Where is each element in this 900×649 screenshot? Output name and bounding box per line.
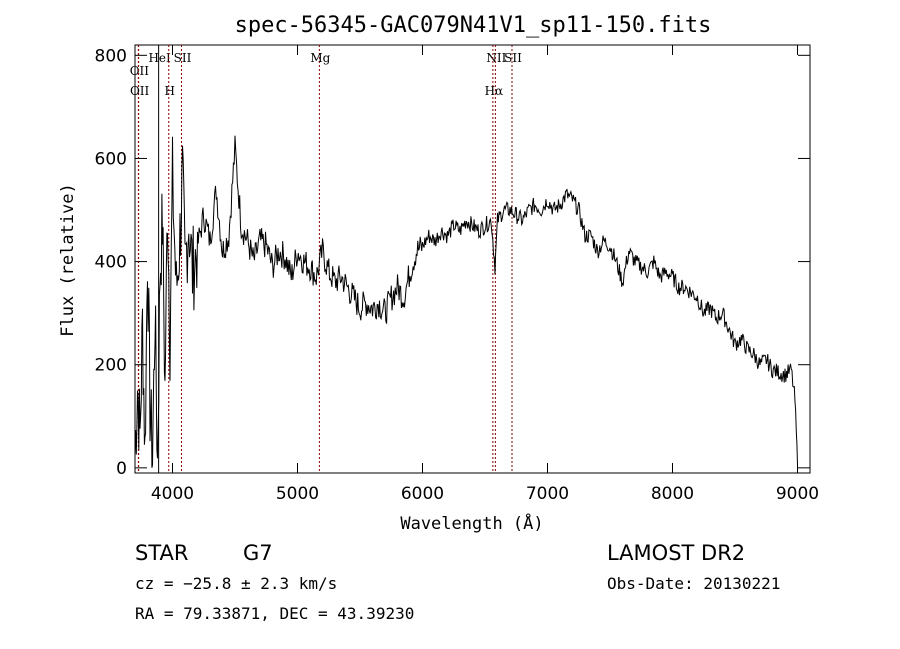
spectral-line-label: H [165, 84, 175, 98]
spectral-line-label: Hα [485, 84, 504, 98]
x-tick-label: 8000 [651, 484, 694, 504]
y-tick-label: 200 [95, 356, 127, 376]
observation-date: Obs-Date: 20130221 [607, 574, 780, 593]
x-axis-ticks: 4000 5000 6000 7000 8000 9000 [151, 45, 819, 504]
y-tick-label: 800 [95, 46, 127, 66]
object-subclass: G7 [243, 541, 273, 565]
spectral-line-label: OII [130, 84, 150, 98]
x-tick-label: 4000 [151, 484, 194, 504]
ra-dec-coordinates: RA = 79.33871, DEC = 43.39230 [135, 604, 414, 623]
flux-series-line [134, 135, 798, 468]
x-tick-label: 6000 [401, 484, 444, 504]
x-tick-label: 9000 [776, 484, 819, 504]
spectral-line-label: OII [130, 64, 150, 78]
spectral-line-label: HeI [148, 51, 171, 65]
y-tick-label: 400 [95, 253, 127, 273]
object-class: STAR [135, 541, 188, 565]
x-tick-label: 5000 [276, 484, 319, 504]
spectral-line-label: Mg [310, 51, 330, 65]
plot-frame [134, 44, 811, 474]
y-axis-ticks: 0 200 400 600 800 [95, 46, 810, 479]
spectral-line-label: SII [174, 51, 192, 65]
spectral-line-label: SII [504, 51, 522, 65]
y-tick-label: 600 [95, 149, 127, 169]
spectral-line-label: NII [486, 51, 506, 65]
redshift-velocity: cz = −25.8 ± 2.3 km/s [135, 574, 337, 593]
x-tick-label: 7000 [526, 484, 569, 504]
chart-title: spec-56345-GAC079N41V1_sp11-150.fits [235, 13, 712, 38]
y-axis-label: Flux (relative) [58, 183, 78, 337]
x-axis-label: Wavelength (Å) [400, 512, 543, 534]
y-tick-label: 0 [116, 459, 127, 479]
survey-name: LAMOST DR2 [607, 541, 745, 565]
